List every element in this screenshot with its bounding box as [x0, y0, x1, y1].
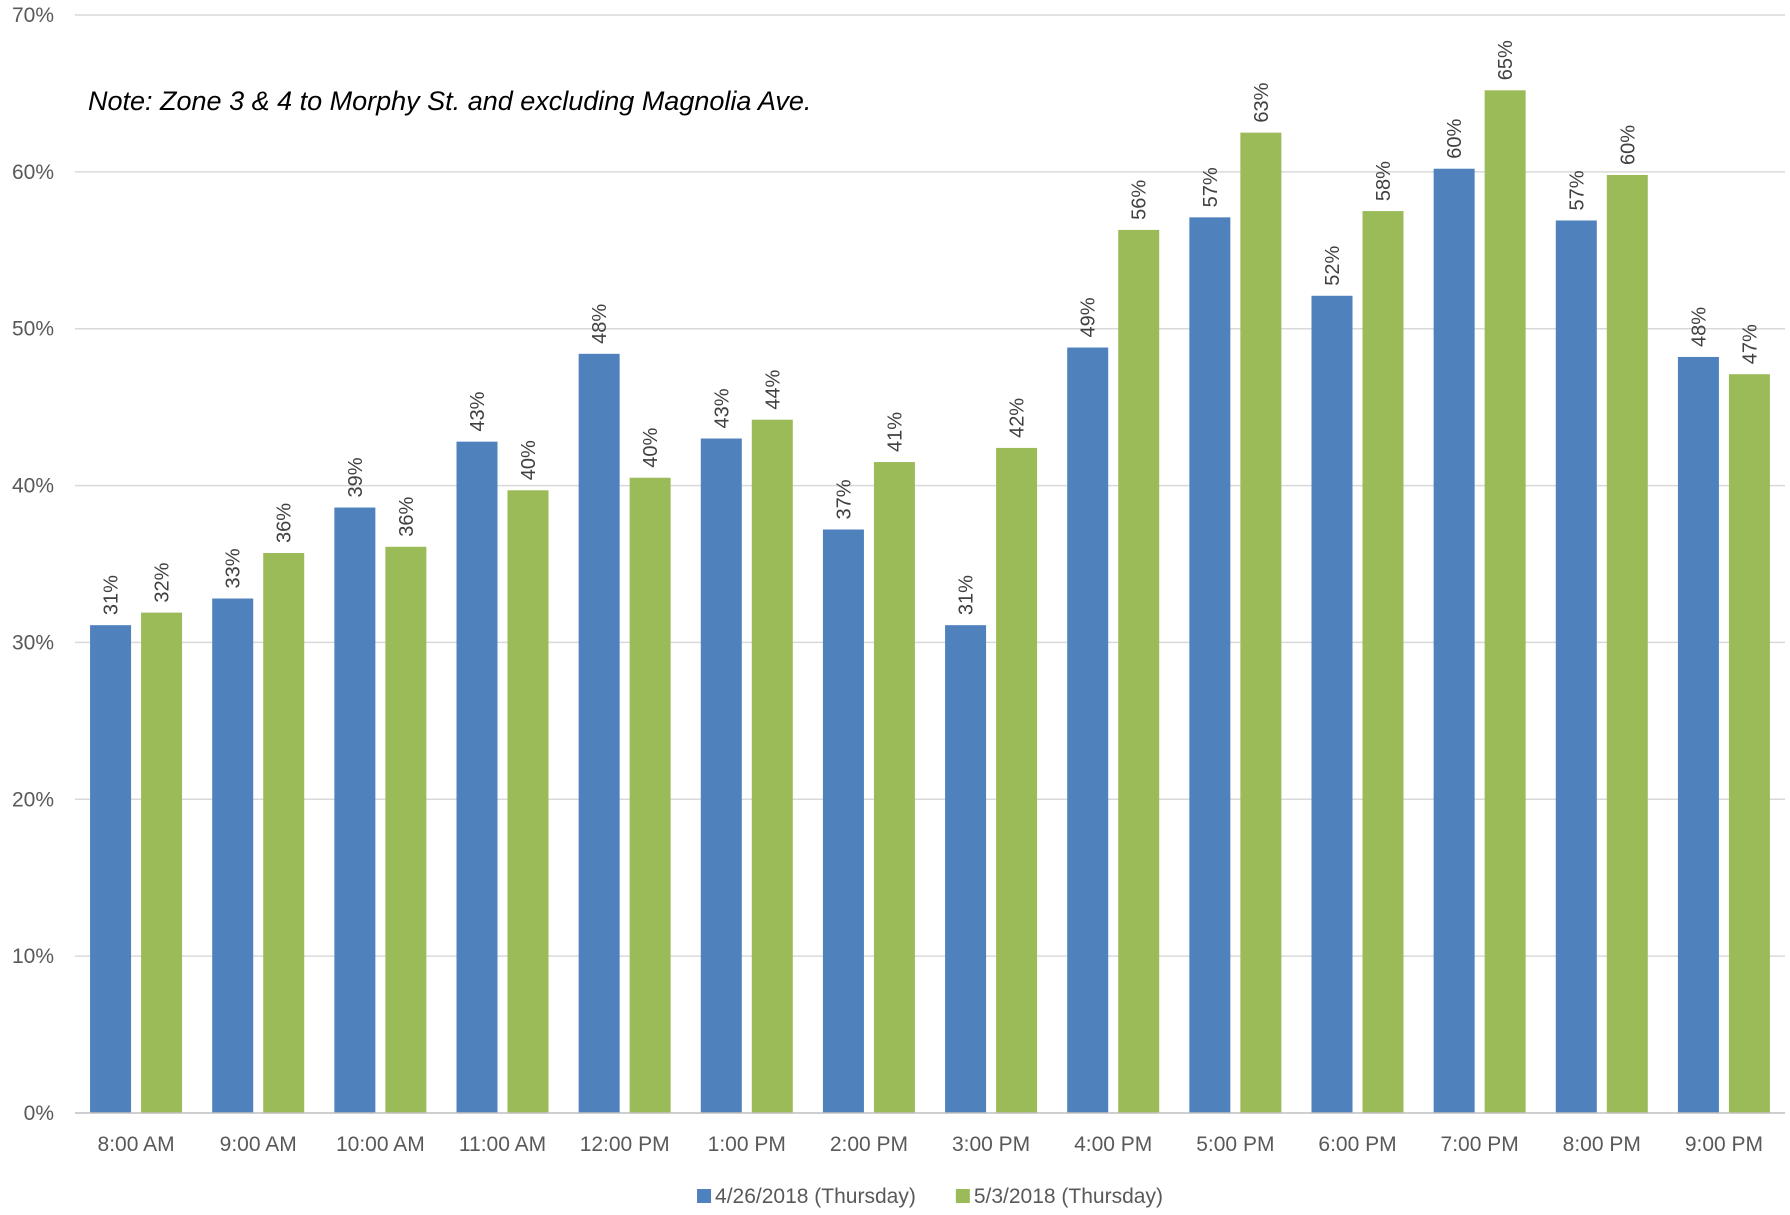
- data-label: 48%: [1688, 307, 1710, 347]
- bar: [1677, 356, 1719, 1113]
- x-tick-label: 9:00 AM: [220, 1133, 297, 1156]
- bar: [1362, 211, 1404, 1114]
- bars: [90, 90, 1770, 1114]
- data-label: 43%: [467, 391, 489, 431]
- data-label: 36%: [396, 496, 418, 536]
- bar: [751, 419, 793, 1114]
- bar: [578, 353, 620, 1114]
- y-tick-label: 10%: [12, 945, 54, 968]
- x-tick-label: 8:00 PM: [1563, 1133, 1641, 1156]
- bar: [385, 546, 427, 1113]
- data-label: 57%: [1566, 170, 1588, 210]
- x-tick-label: 3:00 PM: [952, 1133, 1030, 1156]
- bar: [1311, 295, 1353, 1113]
- bar: [873, 462, 915, 1113]
- x-tick-label: 6:00 PM: [1318, 1133, 1396, 1156]
- bar: [212, 598, 254, 1113]
- data-label: 49%: [1078, 297, 1100, 337]
- bar: [90, 625, 132, 1113]
- data-label: 57%: [1200, 167, 1222, 207]
- bar: [822, 529, 864, 1113]
- data-label: 37%: [833, 479, 855, 519]
- bar: [1606, 174, 1648, 1114]
- bar: [1067, 347, 1109, 1114]
- x-tick-label: 1:00 PM: [708, 1133, 786, 1156]
- data-label: 58%: [1373, 161, 1395, 201]
- bar: [1189, 217, 1231, 1114]
- data-label: 31%: [956, 575, 978, 615]
- x-tick-label: 10:00 AM: [336, 1133, 425, 1156]
- data-label: 52%: [1322, 246, 1344, 286]
- data-label: 36%: [274, 503, 296, 543]
- x-tick-label: 7:00 PM: [1441, 1133, 1519, 1156]
- bar: [334, 507, 376, 1113]
- data-label: 60%: [1444, 118, 1466, 158]
- x-tick-label: 5:00 PM: [1196, 1133, 1274, 1156]
- y-tick-label: 70%: [12, 4, 54, 27]
- legend: 4/26/2018 (Thursday) 5/3/2018 (Thursday): [697, 1185, 1163, 1208]
- bar: [141, 612, 183, 1113]
- bar: [945, 625, 987, 1113]
- bar: [1555, 220, 1597, 1114]
- bar: [700, 438, 742, 1113]
- y-tick-label: 50%: [12, 318, 54, 341]
- data-label: 31%: [101, 575, 123, 615]
- bar: [456, 441, 498, 1113]
- data-label: 33%: [223, 548, 245, 588]
- y-axis-ticks: 0% 10% 20% 30% 40% 50% 60% 70%: [12, 4, 54, 1125]
- bar: [1433, 168, 1475, 1114]
- data-label: 56%: [1129, 180, 1151, 220]
- y-tick-label: 40%: [12, 475, 54, 498]
- data-label: 40%: [518, 440, 540, 480]
- bar: [1484, 90, 1526, 1113]
- data-label: 47%: [1739, 324, 1761, 364]
- data-labels: 31% 32% 33% 36% 39% 36% 43% 40% 48% 40% 43% 44% 37% 4…: [101, 40, 1762, 615]
- gridlines: [75, 14, 1785, 957]
- y-tick-label: 0%: [24, 1102, 54, 1125]
- chart-note: Note: Zone 3 & 4 to Morphy St. and exclu…: [88, 86, 811, 116]
- data-label: 43%: [711, 388, 733, 428]
- x-tick-label: 9:00 PM: [1685, 1133, 1763, 1156]
- x-tick-label: 2:00 PM: [830, 1133, 908, 1156]
- data-label: 63%: [1251, 82, 1273, 122]
- bar: [1240, 132, 1282, 1114]
- legend-label: 5/3/2018 (Thursday): [974, 1185, 1163, 1208]
- bar: [629, 477, 671, 1113]
- x-tick-label: 8:00 AM: [98, 1133, 175, 1156]
- data-label: 41%: [884, 412, 906, 452]
- x-tick-label: 4:00 PM: [1074, 1133, 1152, 1156]
- legend-swatch: [955, 1189, 970, 1203]
- data-label: 39%: [345, 457, 367, 497]
- data-label: 42%: [1007, 398, 1029, 438]
- data-label: 65%: [1495, 40, 1517, 80]
- legend-swatch: [697, 1189, 712, 1203]
- data-label: 48%: [589, 304, 611, 344]
- legend-label: 4/26/2018 (Thursday): [715, 1185, 916, 1208]
- bar: [507, 490, 549, 1114]
- y-tick-label: 20%: [12, 788, 54, 811]
- legend-item: 4/26/2018 (Thursday): [697, 1185, 916, 1208]
- data-label: 60%: [1617, 125, 1639, 165]
- x-tick-label: 12:00 PM: [580, 1133, 670, 1156]
- bar: [1118, 229, 1160, 1113]
- y-tick-label: 30%: [12, 631, 54, 654]
- legend-item: 5/3/2018 (Thursday): [955, 1185, 1163, 1208]
- data-label: 44%: [762, 369, 784, 409]
- bar: [1728, 374, 1770, 1113]
- x-axis-ticks: 8:00 AM 9:00 AM 10:00 AM 11:00 AM 12:00 PM 1:…: [98, 1133, 1763, 1156]
- bar: [996, 447, 1038, 1113]
- x-tick-label: 11:00 AM: [459, 1133, 546, 1156]
- y-tick-label: 60%: [12, 161, 54, 184]
- data-label: 32%: [152, 562, 174, 602]
- bar: [263, 553, 305, 1113]
- data-label: 40%: [640, 427, 662, 467]
